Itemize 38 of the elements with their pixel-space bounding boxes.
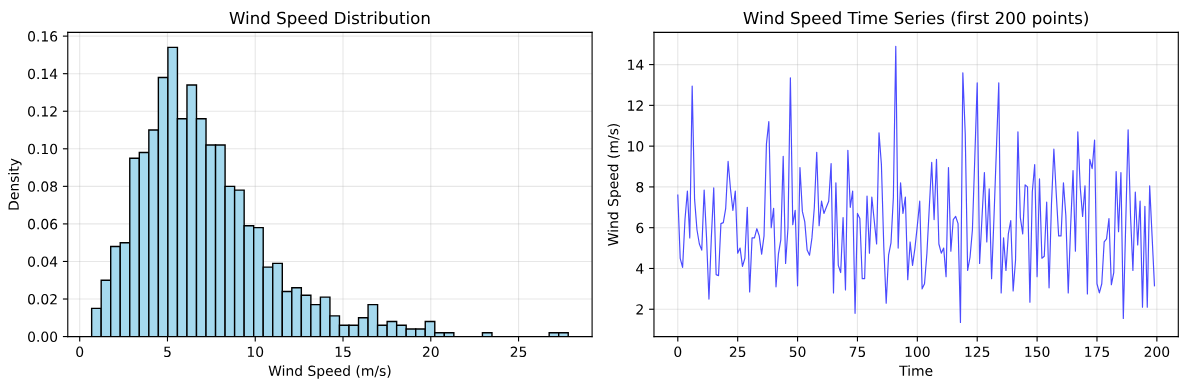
- x-axis-title: Wind Speed (m/s): [268, 365, 391, 379]
- y-tick-label: 12: [628, 100, 643, 111]
- x-tick-label: 150: [1025, 346, 1050, 358]
- x-tick-label: 25: [510, 346, 527, 358]
- x-tick-label: 200: [1144, 346, 1170, 358]
- y-tick-label: 0.00: [28, 331, 58, 343]
- y-tick-label: 0.04: [28, 256, 58, 267]
- x-tick-label: 175: [1085, 346, 1110, 358]
- y-tick-label: 0.06: [28, 218, 58, 230]
- x-axis-title: Time: [899, 365, 933, 377]
- x-tick-label: 0: [76, 346, 84, 358]
- y-tick-label: 0.16: [28, 31, 58, 42]
- x-tick-label: 100: [905, 346, 930, 358]
- x-tick-label: 125: [965, 346, 990, 358]
- y-tick-label: 10: [628, 141, 644, 152]
- x-tick-label: 50: [789, 346, 806, 358]
- y-tick-label: 4: [636, 263, 644, 274]
- x-tick-label: 10: [247, 346, 264, 358]
- y-tick-label: 14: [628, 59, 644, 70]
- y-axis-title: Density: [8, 158, 22, 210]
- y-axis-title: Wind Speed (m/s): [607, 123, 622, 246]
- line-series: [677, 45, 1156, 324]
- y-tick-label: 6: [636, 222, 644, 234]
- y-tick-label: 0.10: [28, 143, 58, 155]
- y-tick-label: 8: [636, 181, 644, 193]
- y-tick-label: 0.08: [28, 181, 58, 192]
- y-tick-label: 2: [636, 304, 643, 315]
- y-tick-label: 0.02: [28, 293, 57, 305]
- x-tick-label: 75: [849, 346, 866, 358]
- chart-title: Wind Speed Time Series (first 200 points): [743, 11, 1088, 28]
- chart-title: Wind Speed Distribution: [229, 11, 430, 28]
- x-tick-label: 5: [164, 346, 171, 358]
- y-tick-label: 0.14: [28, 68, 58, 80]
- x-tick-label: 25: [729, 346, 746, 358]
- y-tick-label: 0.12: [28, 106, 57, 117]
- x-tick-label: 15: [335, 346, 351, 358]
- x-tick-label: 0: [674, 346, 682, 358]
- x-tick-label: 20: [422, 346, 439, 358]
